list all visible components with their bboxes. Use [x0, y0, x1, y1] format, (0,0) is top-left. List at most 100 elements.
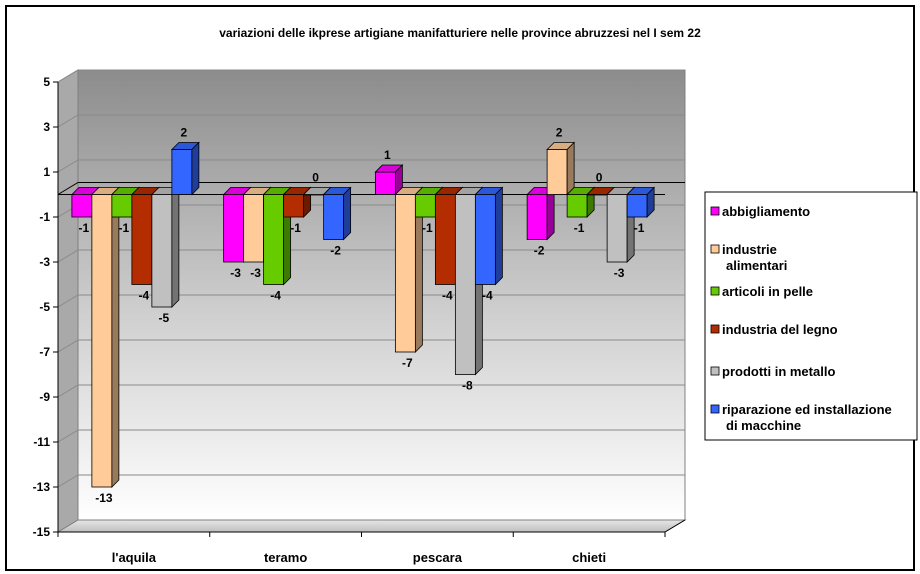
data-label: -4	[442, 289, 453, 303]
legend-label: di macchine	[726, 418, 801, 433]
bar-front	[606, 194, 628, 263]
bar[interactable]	[626, 186, 656, 218]
data-label: -3	[250, 266, 261, 280]
bar-front	[526, 194, 548, 240]
legend-item: abbigliamento	[710, 204, 810, 219]
data-label: -1	[574, 221, 585, 235]
data-label: -1	[422, 221, 433, 235]
data-label: -8	[462, 379, 473, 393]
bar-front	[546, 149, 568, 195]
bar-front	[131, 194, 153, 285]
floor	[56, 519, 687, 533]
bar-front	[111, 194, 133, 218]
y-tick-label: 5	[43, 75, 50, 89]
gridline	[57, 159, 685, 173]
bar-front	[283, 194, 305, 218]
zero-line	[57, 182, 685, 195]
legend-label: prodotti in metallo	[722, 364, 835, 379]
bar-front	[171, 149, 193, 195]
y-tick-label: -11	[33, 435, 50, 449]
bar-front	[71, 194, 93, 218]
legend-label: alimentari	[726, 258, 787, 273]
data-label: 0	[312, 171, 319, 185]
legend-box	[704, 191, 918, 441]
bar[interactable]	[474, 186, 504, 286]
data-label: -3	[614, 266, 625, 280]
data-label: -13	[95, 491, 113, 505]
x-category-label: l'aquila	[112, 550, 157, 565]
data-label: -4	[270, 289, 281, 303]
bar-front	[374, 171, 396, 195]
legend-item: industria del legno	[710, 322, 838, 337]
bar-front	[626, 194, 648, 218]
gridline	[57, 384, 685, 398]
bar-front	[91, 194, 113, 488]
legend-swatch	[710, 244, 720, 254]
gridline	[57, 429, 685, 443]
bar-front	[566, 194, 588, 218]
y-tick-label: -7	[39, 345, 50, 359]
x-category-label: teramo	[264, 550, 307, 565]
bar-side	[494, 186, 503, 286]
y-tick-label: -1	[39, 210, 50, 224]
x-category-label: chieti	[572, 550, 606, 565]
bar[interactable]	[374, 164, 404, 196]
bar-front	[414, 194, 436, 218]
bar-side	[646, 186, 655, 218]
y-tick-label: -15	[33, 525, 51, 539]
data-label: -7	[402, 356, 413, 370]
bar[interactable]	[526, 186, 556, 241]
legend-item: articoli in pelle	[710, 284, 813, 299]
bar-front	[394, 194, 416, 353]
bar[interactable]	[322, 186, 352, 241]
chart-title: variazioni delle ikprese artigiane manif…	[219, 26, 701, 40]
legend-label: industrie	[722, 242, 777, 257]
legend-swatch	[710, 286, 720, 296]
data-label: 2	[556, 126, 563, 140]
data-label: -3	[230, 266, 241, 280]
data-label: -5	[159, 311, 170, 325]
bar-side	[191, 141, 200, 196]
data-label: -1	[79, 221, 90, 235]
bar-front	[434, 194, 456, 285]
data-label: -4	[482, 289, 493, 303]
y-tick-label: 1	[43, 165, 50, 179]
legend-swatch	[710, 324, 720, 334]
data-label: -2	[534, 244, 545, 258]
bar-front	[474, 194, 496, 285]
bar[interactable]	[170, 141, 200, 196]
bar-side	[343, 186, 352, 241]
floor-edge	[664, 519, 686, 533]
bar[interactable]	[150, 186, 180, 308]
data-label: -1	[634, 221, 645, 235]
bar-front	[223, 194, 245, 263]
bar-front	[454, 194, 476, 375]
y-tick-label: -5	[39, 300, 50, 314]
y-tick-label: 3	[43, 120, 50, 134]
legend-swatch	[710, 366, 720, 376]
data-label: -2	[330, 244, 341, 258]
data-label: 2	[181, 126, 188, 140]
bar[interactable]	[546, 141, 576, 196]
bar-front	[151, 194, 173, 308]
gridline	[57, 69, 685, 83]
gridline	[57, 474, 685, 488]
data-label: -1	[290, 221, 301, 235]
legend-swatch	[710, 404, 720, 414]
y-tick-label: -13	[33, 480, 51, 494]
legend-swatch	[710, 206, 720, 216]
bar-front	[243, 194, 265, 263]
data-label: 0	[596, 171, 603, 185]
bar-side	[546, 186, 555, 241]
y-tick-label: -9	[39, 390, 50, 404]
bar[interactable]	[394, 186, 424, 353]
gridline	[57, 114, 685, 128]
bar[interactable]	[90, 186, 120, 488]
y-tick-label: -3	[39, 255, 50, 269]
bar-front	[263, 194, 285, 285]
bar-side	[171, 186, 180, 308]
x-category-label: pescara	[413, 550, 463, 565]
data-label: -1	[119, 221, 130, 235]
